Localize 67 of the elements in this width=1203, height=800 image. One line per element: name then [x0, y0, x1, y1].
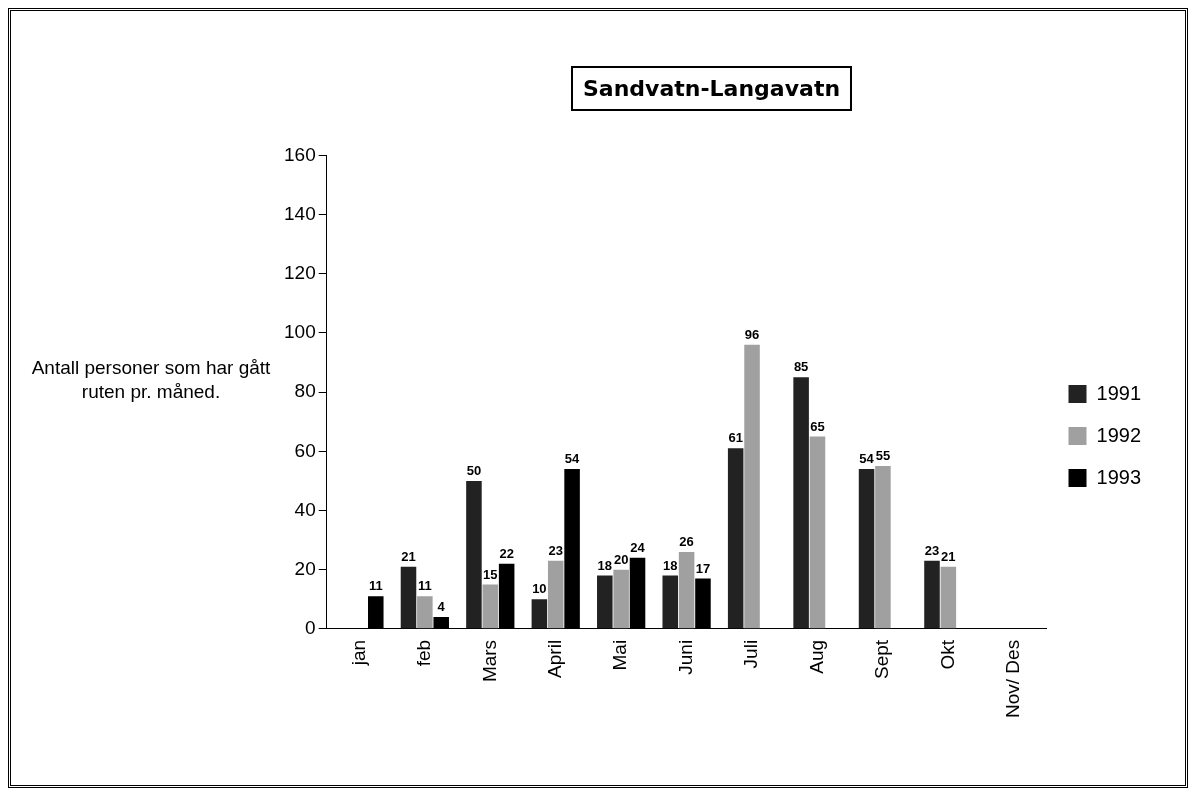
x-tick-label: Juli [740, 639, 762, 669]
legend-label: 1993 [1096, 465, 1142, 488]
bar [531, 599, 548, 629]
data-label: 10 [532, 581, 547, 597]
x-tick-label: Sept [871, 639, 893, 679]
bar [482, 584, 499, 629]
y-tick-label: 0 [305, 617, 316, 639]
y-tick-label: 40 [294, 498, 316, 520]
y-tick-label: 120 [284, 262, 316, 283]
data-label: 18 [663, 557, 678, 573]
data-label: 50 [466, 462, 482, 478]
bar [678, 551, 695, 629]
data-label: 96 [744, 326, 760, 342]
data-label: 54 [564, 451, 581, 467]
legend-label: 1992 [1096, 423, 1142, 446]
legend-label: 1991 [1096, 381, 1142, 404]
bar [793, 377, 809, 629]
data-label: 26 [679, 534, 694, 550]
x-tick-label: Nov/ Des [1002, 639, 1024, 719]
data-label: 18 [597, 557, 613, 573]
y-tick-label: 80 [294, 380, 316, 402]
data-label: 21 [401, 548, 416, 564]
bar [744, 344, 760, 629]
x-tick-label: Aug [805, 639, 827, 674]
bar [597, 575, 613, 629]
bar [727, 448, 744, 629]
bar [662, 575, 679, 629]
data-label: 55 [875, 448, 891, 464]
y-tick-label: 160 [284, 143, 316, 165]
x-tick-label: feb [413, 639, 435, 667]
chart-title: Sandvatn-Langavatn [571, 66, 853, 111]
data-label: 23 [548, 542, 563, 558]
x-tick-label: Mars [478, 639, 500, 683]
y-axis-title: Antall personer som har gått ruten pr. måned. [31, 356, 271, 404]
data-label: 54 [859, 451, 875, 467]
bar [547, 560, 564, 629]
bar [466, 480, 482, 629]
bar [940, 566, 957, 629]
data-label: 23 [924, 542, 940, 558]
y-tick-label: 140 [284, 202, 316, 224]
data-label: 15 [483, 566, 498, 582]
bar [858, 469, 875, 629]
y-tick-label: 60 [294, 439, 316, 461]
bar [875, 466, 891, 629]
data-label: 11 [368, 578, 383, 594]
x-tick-label: Okt [936, 639, 958, 670]
x-tick-label: jan [347, 639, 369, 667]
data-label: 85 [793, 359, 809, 375]
data-label: 24 [630, 539, 646, 555]
data-label: 11 [417, 578, 432, 594]
data-label: 4 [437, 599, 446, 615]
x-tick-label: Juni [674, 639, 696, 675]
x-tick-label: Mai [609, 639, 631, 671]
data-label: 21 [941, 548, 956, 564]
data-label: 65 [810, 418, 825, 434]
bar [417, 596, 433, 629]
data-label: 22 [499, 545, 514, 561]
bar [924, 560, 940, 629]
x-tick-label: April [543, 639, 565, 678]
bar [613, 569, 629, 629]
y-tick-label: 20 [294, 557, 316, 579]
bar [809, 436, 826, 629]
data-label: 17 [695, 560, 711, 576]
data-label: 61 [728, 430, 743, 446]
bar [400, 566, 417, 629]
y-tick-label: 100 [284, 321, 316, 343]
data-label: 20 [613, 551, 629, 567]
